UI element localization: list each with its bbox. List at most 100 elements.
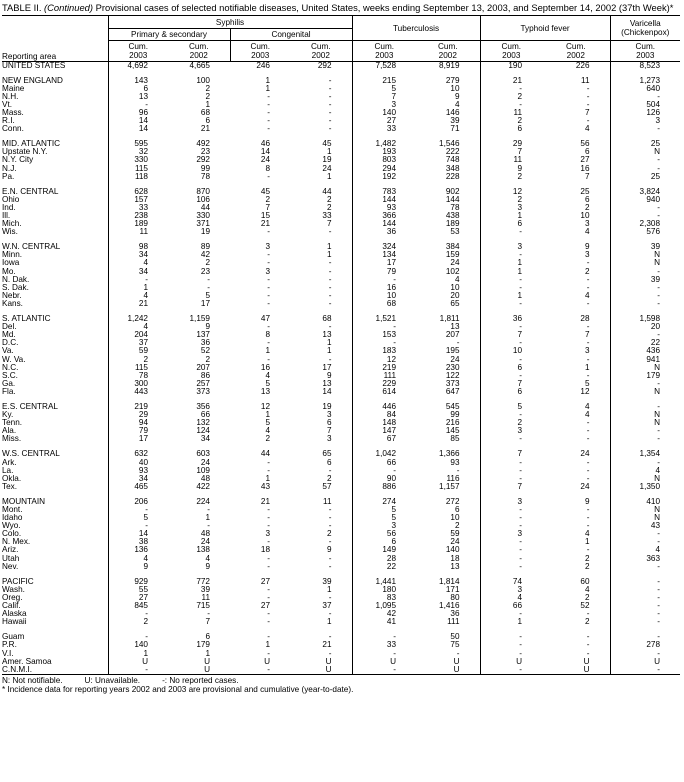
value-cell: - xyxy=(609,427,681,436)
value-cell: - xyxy=(267,554,270,563)
value-cell: N xyxy=(609,411,681,420)
value-cell: 21 xyxy=(260,220,270,229)
value-cell: 3 xyxy=(326,411,332,420)
header-row: Syphilis Tuberculosis Typhoid fever Varicel… xyxy=(2,15,681,41)
table-row: PACIFIC 929 772 27 39 1,441 1,814 74 60 - xyxy=(2,577,681,586)
value-cell: 6 xyxy=(107,84,168,93)
area-cell: Mont. xyxy=(2,506,23,514)
area-cell: Minn. xyxy=(2,251,23,260)
value-cell: U xyxy=(479,657,543,666)
spacer-cell xyxy=(479,490,543,498)
year-label: 2002 xyxy=(438,50,457,60)
value-cell: 3 xyxy=(265,243,270,252)
area-cell: Kans. xyxy=(2,299,23,308)
value-cell: 100 xyxy=(196,76,210,85)
table-row: N.Y. City 330 292 24 19 803 748 11 27 - xyxy=(2,156,681,165)
legend-item: -: No reported cases. xyxy=(162,675,239,685)
value-cell: 10 xyxy=(450,514,460,523)
value-cell: - xyxy=(586,514,590,523)
value-cell: - xyxy=(586,371,590,380)
value-cell: 9 xyxy=(326,371,332,380)
spacer-cell xyxy=(479,180,543,188)
value-cell: - xyxy=(267,275,270,284)
value-cell: 116 xyxy=(446,474,460,483)
table-row: Mich. 189 371 21 7 144 189 6 3 2,308 xyxy=(2,220,681,229)
value-cell: 1,366 xyxy=(439,450,460,459)
value-cell: 940 xyxy=(609,195,681,204)
value-cell: 6 xyxy=(205,633,210,642)
value-cell: 238 xyxy=(107,212,168,221)
value-cell: - xyxy=(586,649,590,658)
value-cell: 11 xyxy=(581,76,590,85)
table-row: Vt. - 1 - - 3 4 - - 504 xyxy=(2,100,681,109)
value-cell: 748 xyxy=(445,156,460,165)
value-cell: 10 xyxy=(580,212,590,220)
value-cell: 55 xyxy=(107,585,168,594)
table-row: Mont. - - - - 5 6 - - N xyxy=(2,506,681,515)
value-cell: 229 xyxy=(351,379,417,388)
area-cell: C.N.M.I. xyxy=(2,665,108,675)
value-cell: 4 xyxy=(584,585,590,594)
table-row: R.I. 14 6 - - 27 39 2 - 3 xyxy=(2,117,681,126)
value-cell: - xyxy=(479,458,543,467)
syphilis-header: Syphilis xyxy=(107,15,353,29)
value-cell: 1 xyxy=(479,267,543,276)
value-cell: - xyxy=(107,506,168,515)
table-row: W.N. CENTRAL 98 89 3 1 324 384 3 9 39 xyxy=(2,243,681,252)
spacer-cell xyxy=(290,443,352,450)
value-cell: 300 xyxy=(107,379,168,388)
value-cell: - xyxy=(586,641,590,650)
value-cell: 20 xyxy=(609,323,681,332)
value-cell: - xyxy=(479,275,543,284)
value-cell: - xyxy=(107,665,168,675)
value-cell: 3 xyxy=(479,497,543,506)
value-cell: 2 xyxy=(107,618,168,627)
value-cell: 3 xyxy=(479,585,543,594)
value-cell: 153 xyxy=(351,331,417,340)
area-cell: D.C. xyxy=(2,339,19,348)
value-cell: 71 xyxy=(450,125,460,134)
value-cell: 99 xyxy=(450,411,460,420)
value-cell: 32 xyxy=(107,148,168,157)
value-cell: 6 xyxy=(454,506,460,514)
value-cell: 21 xyxy=(107,299,168,309)
value-cell: 28 xyxy=(580,315,590,324)
table-row: Mo. 34 23 3 - 79 102 1 2 - xyxy=(2,267,681,276)
value-cell: - xyxy=(328,84,332,93)
value-cell: 29 xyxy=(479,140,543,149)
value-cell: 45 xyxy=(260,187,270,196)
value-cell: 18 xyxy=(260,546,270,555)
table-row: Colo. 14 48 3 2 56 59 3 4 - xyxy=(2,530,681,539)
value-cell: - xyxy=(328,506,332,514)
table-row: E.S. CENTRAL 219 356 12 19 446 545 5 4 - xyxy=(2,402,681,412)
value-cell: 140 xyxy=(351,108,417,118)
value-cell: - xyxy=(267,108,270,117)
value-cell: 2 xyxy=(107,355,168,364)
spacer-cell xyxy=(351,626,417,634)
value-cell: 79 xyxy=(107,427,168,436)
cum-label: Cum. xyxy=(635,41,656,51)
value-cell: 37 xyxy=(107,339,168,348)
area-cell: E.N. CENTRAL xyxy=(2,187,59,196)
value-cell: 226 xyxy=(575,61,590,70)
value-cell: 410 xyxy=(609,497,681,506)
value-cell: 2 xyxy=(205,92,210,101)
value-cell: 66 xyxy=(351,458,417,467)
value-cell: 603 xyxy=(196,450,210,459)
spacer-row xyxy=(2,180,681,188)
spacer-cell xyxy=(479,395,543,403)
value-cell: 4 xyxy=(265,427,270,436)
value-cell: 1 xyxy=(326,251,332,260)
table-row: W.S. CENTRAL 632 603 44 65 1,042 1,366 7 24 1,354 xyxy=(2,450,681,459)
value-cell: 75 xyxy=(450,641,460,650)
value-cell: 98 xyxy=(107,243,168,252)
value-cell: - xyxy=(479,299,543,309)
value-cell: - xyxy=(609,125,681,134)
table-row: S.C. 78 86 4 9 111 122 - - 179 xyxy=(2,371,681,380)
value-cell: - xyxy=(267,291,270,300)
value-cell: 143 xyxy=(107,76,168,85)
year-header: Cum. 2003 xyxy=(229,40,290,62)
value-cell: 274 xyxy=(351,497,417,506)
value-cell: - xyxy=(479,474,543,483)
value-cell: 17 xyxy=(200,299,210,308)
